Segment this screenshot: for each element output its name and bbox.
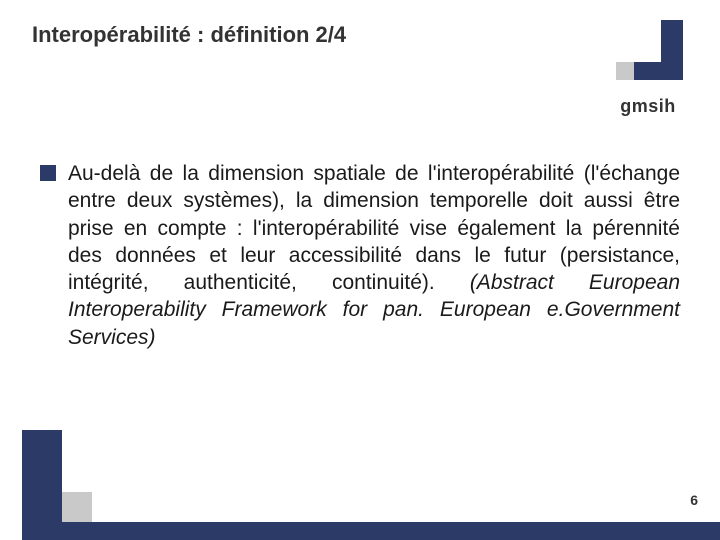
logo-shape-grey-square [616,62,634,80]
slide-title: Interopérabilité : définition 2/4 [32,22,346,48]
logo: gmsih [598,20,698,117]
slide-container: Interopérabilité : définition 2/4 gmsih … [0,0,720,540]
logo-icon [613,20,683,90]
logo-shape-dark-vertical [661,20,683,64]
content-block: Au-delà de la dimension spatiale de l'in… [40,160,680,351]
logo-text: gmsih [598,96,698,117]
footer-grey-square [62,492,92,522]
footer-dark-horizontal [22,522,720,540]
bullet-item: Au-delà de la dimension spatiale de l'in… [40,160,680,351]
logo-shape-dark-horizontal [633,62,683,80]
page-number: 6 [690,492,698,508]
bullet-text: Au-delà de la dimension spatiale de l'in… [68,162,680,349]
bullet-square-icon [40,165,56,181]
